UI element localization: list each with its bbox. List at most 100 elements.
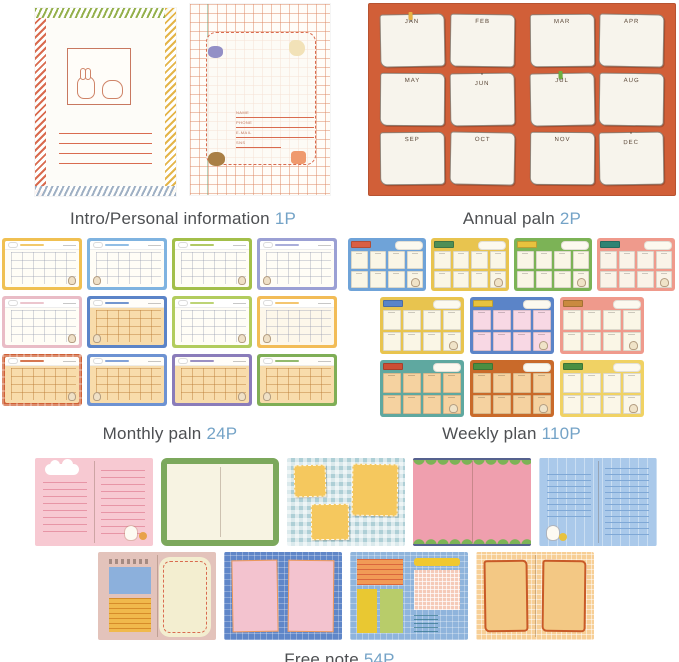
tab-icon <box>472 363 493 370</box>
freenote-row <box>0 458 679 546</box>
animal-doodle <box>93 276 101 285</box>
day-cell <box>471 270 488 288</box>
day-cell <box>562 373 581 393</box>
page-spine <box>220 467 221 537</box>
animal-doodle <box>238 392 246 401</box>
week-grid <box>600 251 672 288</box>
month-title-bar <box>190 360 214 362</box>
cloud-icon <box>432 363 461 372</box>
weekly-header <box>600 241 672 250</box>
writing-line <box>59 153 152 154</box>
day-cell <box>532 373 551 393</box>
page-spine <box>534 555 536 637</box>
weekly-thumb <box>559 297 644 354</box>
cloud-icon <box>612 363 641 372</box>
writing-line <box>59 133 152 134</box>
cloud-icon <box>522 300 551 309</box>
day-cell <box>600 270 617 288</box>
monthly-header <box>260 241 334 250</box>
week-grid <box>562 373 641 414</box>
monthly-paper <box>90 357 164 403</box>
annual-month-note: * JUN <box>449 72 515 127</box>
day-cell <box>637 251 654 269</box>
writing-line <box>59 163 152 164</box>
animal-doodle <box>93 334 101 343</box>
freenote-section: Free note 54P <box>0 458 679 662</box>
info-fields: NAME PHONE E-MAIL SNS <box>236 108 314 148</box>
day-cell <box>512 373 531 393</box>
header-dashes <box>63 244 76 246</box>
monthly-paper <box>260 357 334 403</box>
monthly-thumb <box>257 238 337 290</box>
week-grid <box>351 251 423 288</box>
weekly-header <box>382 300 461 309</box>
day-cell <box>472 331 491 351</box>
animal-doodle <box>628 341 638 350</box>
green-block <box>379 589 403 633</box>
weekly-thumbnails <box>344 238 679 417</box>
flower-doodle <box>139 532 147 540</box>
day-cell <box>572 251 589 269</box>
annual-month-note: SEP <box>379 131 445 186</box>
weekly-row <box>379 360 644 417</box>
animal-doodle <box>494 278 503 287</box>
hatch-edge-bottom <box>35 186 176 196</box>
monthly-header <box>90 299 164 308</box>
annual-month-note: APR <box>598 13 665 68</box>
monthly-paper <box>260 241 334 287</box>
cloud-icon <box>93 358 103 364</box>
annual-month-note: * DEC <box>598 131 665 186</box>
weekly-thumb <box>597 238 675 291</box>
annual-month-note: JUL <box>529 71 595 127</box>
pink-note <box>287 559 334 633</box>
day-cell <box>512 331 531 351</box>
freenote-thumb-gingham-notes <box>287 458 405 546</box>
month-title-bar <box>105 244 129 246</box>
monthly-header <box>90 357 164 366</box>
writing-lines <box>59 124 152 164</box>
day-cell <box>472 310 491 330</box>
monthly-paper <box>175 241 249 287</box>
weekly-header <box>562 363 641 372</box>
animal-doodle <box>577 278 586 287</box>
monthly-thumb <box>2 354 82 406</box>
monthly-header <box>175 357 249 366</box>
monthly-thumb <box>2 296 82 348</box>
day-cell <box>472 373 491 393</box>
day-cell <box>582 310 601 330</box>
month-title-bar <box>275 244 299 246</box>
freenote-thumb-pink-lined <box>35 458 153 546</box>
page-spine <box>598 461 599 543</box>
weekly-thumb <box>559 360 644 417</box>
left-page-lines <box>43 482 87 536</box>
monthly-section: Monthly paln 24P <box>2 238 338 444</box>
day-cell <box>602 373 621 393</box>
day-cell <box>535 251 552 269</box>
annual-month-note: MAR <box>529 13 595 68</box>
day-cell <box>602 331 621 351</box>
header-dashes <box>63 360 76 362</box>
day-cell <box>535 270 552 288</box>
info-field-phone: PHONE <box>236 118 314 128</box>
freenote-thumb-blocks-beige <box>97 552 216 640</box>
animal-doodle <box>628 404 638 413</box>
calendar-grid <box>181 310 246 342</box>
pink-note <box>230 559 279 633</box>
weekly-header <box>351 241 423 250</box>
monthly-header <box>5 357 79 366</box>
day-cell <box>532 310 551 330</box>
orange-tag-icon <box>291 151 306 164</box>
monthly-thumb <box>257 296 337 348</box>
freenote-thumb-orange-grid <box>475 552 594 640</box>
day-cell <box>602 310 621 330</box>
day-cell <box>512 394 531 414</box>
day-cell <box>492 331 511 351</box>
header-dashes <box>318 360 331 362</box>
outlined-note <box>541 559 586 633</box>
doodle-frame <box>67 48 131 105</box>
header-dashes <box>318 302 331 304</box>
animal-doodle <box>448 341 458 350</box>
monthly-thumb <box>172 296 252 348</box>
bunny-doodle <box>547 526 559 540</box>
day-cell <box>489 251 506 269</box>
